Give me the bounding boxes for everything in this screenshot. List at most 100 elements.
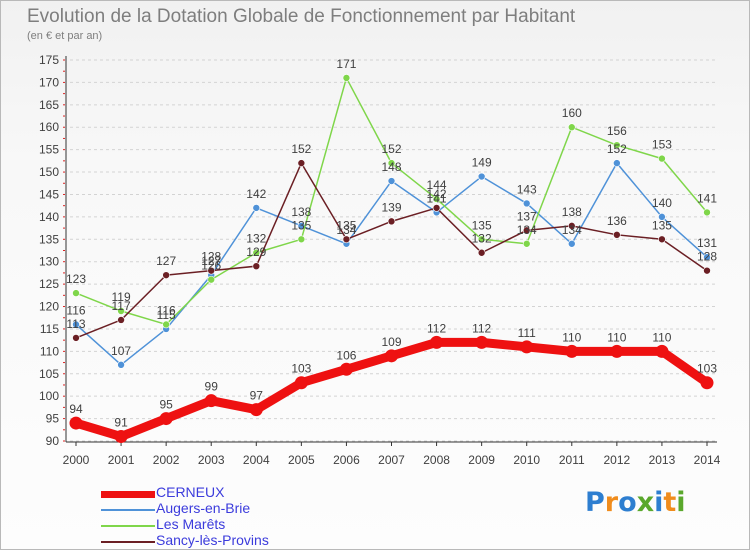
data-label-sancy-les-provins: 127 (156, 254, 176, 268)
data-label-sancy-les-provins: 113 (66, 317, 85, 331)
data-point-cerneux (610, 344, 624, 358)
data-label-les-marets: 144 (427, 178, 447, 192)
y-tick-label: 120 (39, 300, 59, 314)
data-point-les-marets (162, 320, 170, 329)
x-tick-label: 2012 (604, 453, 631, 467)
data-point-cerneux (700, 376, 714, 390)
data-label-cerneux: 110 (562, 330, 581, 344)
data-label-augers-en-brie: 127 (201, 254, 221, 268)
data-label-augers-en-brie: 143 (517, 182, 537, 196)
logo-letter: o (618, 487, 637, 518)
data-label-augers-en-brie: 115 (157, 308, 176, 322)
chart-title: Evolution de la Dotation Globale de Fonc… (27, 6, 576, 27)
data-point-sancy-les-provins (117, 316, 125, 324)
data-label-cerneux: 103 (697, 362, 717, 376)
data-label-sancy-les-provins: 132 (472, 232, 492, 246)
data-label-cerneux: 97 (250, 389, 264, 403)
x-tick-label: 2006 (333, 453, 360, 467)
data-point-sancy-les-provins (613, 231, 621, 239)
data-label-les-marets: 135 (472, 218, 492, 232)
y-tick-label: 105 (39, 367, 59, 381)
data-point-sancy-les-provins (567, 222, 576, 230)
legend-label-cerneux: CERNEUX (156, 484, 225, 500)
logo-letter: P (585, 487, 605, 518)
x-tick-label: 2003 (198, 453, 225, 467)
data-point-augers-en-brie (522, 199, 531, 208)
data-point-augers-en-brie (703, 253, 711, 262)
data-point-cerneux (520, 340, 534, 354)
data-label-cerneux: 110 (607, 330, 626, 344)
data-point-sancy-les-provins (432, 204, 441, 212)
data-label-sancy-les-provins: 128 (201, 250, 221, 264)
data-label-augers-en-brie: 107 (111, 344, 131, 358)
data-point-augers-en-brie (477, 172, 486, 181)
data-point-les-marets (297, 235, 306, 244)
legend-item-les-marets: Les Marêts (101, 516, 341, 534)
data-label-cerneux: 110 (652, 330, 671, 344)
y-tick-label: 160 (39, 120, 59, 134)
logo-letter: i (676, 487, 686, 518)
x-tick-label: 2002 (153, 453, 180, 467)
data-point-les-marets (432, 195, 441, 203)
data-label-sancy-les-provins: 139 (381, 200, 401, 214)
x-tick-label: 2007 (378, 453, 405, 467)
y-tick-label: 150 (39, 165, 59, 179)
data-point-augers-en-brie (72, 320, 80, 329)
data-label-les-marets: 116 (157, 303, 176, 317)
logo-letter: i (654, 487, 664, 518)
data-point-sancy-les-provins (387, 217, 396, 226)
data-label-sancy-les-provins: 142 (427, 187, 447, 201)
legend-label-augers-en-brie: Augers-en-Brie (156, 500, 251, 516)
y-tick-label: 130 (39, 255, 59, 269)
data-point-augers-en-brie (252, 204, 261, 212)
x-tick-label: 2009 (468, 453, 495, 467)
y-tick-label: 95 (46, 412, 60, 426)
legend: CERNEUX Augers-en-Brie Les Marêts Sancy-… (101, 484, 341, 550)
data-point-sancy-les-provins (658, 235, 666, 244)
data-point-augers-en-brie (387, 177, 396, 185)
legend-item-augers-en-brie: Augers-en-Brie (101, 500, 341, 518)
data-label-cerneux: 109 (381, 335, 401, 349)
data-point-augers-en-brie (117, 360, 125, 369)
data-label-cerneux: 111 (518, 326, 537, 340)
data-point-augers-en-brie (613, 159, 621, 167)
data-point-sancy-les-provins (477, 248, 486, 257)
data-label-augers-en-brie: 149 (472, 156, 492, 170)
data-label-les-marets: 126 (201, 259, 221, 273)
data-point-sancy-les-provins (162, 271, 170, 279)
y-tick-label: 110 (40, 344, 59, 358)
data-point-les-marets (117, 307, 125, 315)
data-label-les-marets: 153 (652, 138, 672, 152)
data-label-augers-en-brie: 131 (697, 236, 717, 250)
legend-item-cerneux: CERNEUX (101, 484, 341, 502)
data-point-les-marets (477, 235, 486, 244)
data-point-cerneux (475, 335, 489, 349)
data-point-sancy-les-provins (342, 235, 351, 244)
proxiti-logo: Proxiti (585, 487, 686, 518)
x-tick-label: 2004 (243, 453, 270, 467)
data-label-sancy-les-provins: 128 (697, 250, 717, 264)
data-point-les-marets (658, 154, 666, 163)
data-label-les-marets: 119 (112, 290, 131, 304)
y-tick-label: 115 (40, 322, 59, 336)
data-point-sancy-les-provins (72, 334, 80, 342)
data-label-cerneux: 99 (205, 380, 219, 394)
data-label-cerneux: 95 (159, 398, 173, 412)
data-point-cerneux (159, 412, 173, 426)
x-tick-label: 2014 (694, 453, 721, 467)
data-label-cerneux: 106 (336, 348, 356, 362)
data-point-sancy-les-provins (703, 266, 711, 275)
data-point-sancy-les-provins (252, 262, 261, 270)
data-point-cerneux (114, 430, 128, 444)
data-point-cerneux (69, 416, 83, 430)
x-tick-label: 2008 (423, 453, 450, 467)
y-tick-label: 140 (39, 210, 59, 224)
data-point-augers-en-brie (658, 213, 666, 221)
data-point-sancy-les-provins (297, 159, 306, 167)
data-label-cerneux: 94 (69, 402, 83, 416)
data-point-cerneux (385, 349, 398, 363)
data-label-les-marets: 152 (381, 142, 401, 156)
legend-swatch-cerneux (101, 491, 155, 498)
data-label-sancy-les-provins: 129 (246, 245, 266, 259)
